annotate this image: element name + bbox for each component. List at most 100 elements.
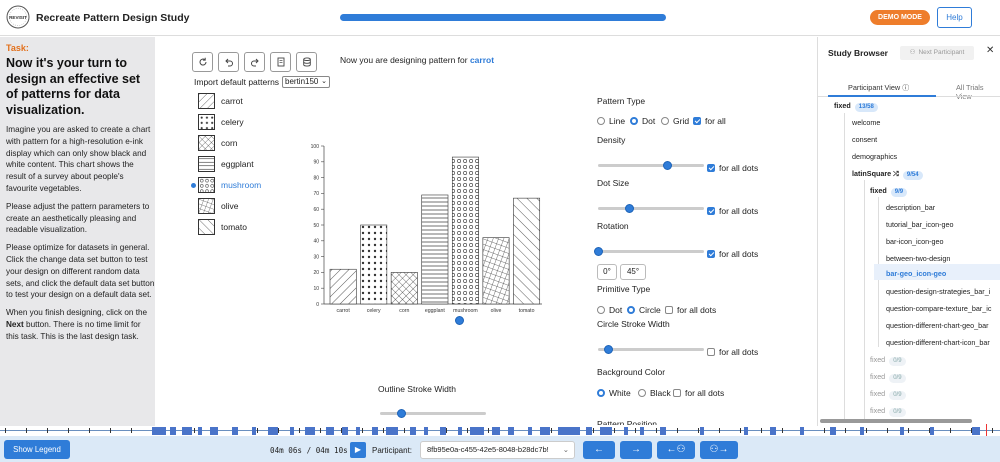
pattern-item-corn[interactable]: corn — [198, 135, 318, 153]
timeline-event[interactable] — [972, 427, 980, 435]
density-track[interactable] — [598, 164, 704, 167]
document-icon[interactable] — [270, 52, 291, 72]
timeline-event[interactable] — [770, 427, 776, 435]
previous-button[interactable]: ← — [583, 441, 615, 459]
tree-node[interactable]: latinSquare ⤮ 9/54 — [852, 169, 923, 180]
tree-node[interactable]: between-two-design — [886, 254, 951, 263]
tree-node[interactable]: fixed 9/9 — [870, 186, 908, 197]
pattern-item-olive[interactable]: olive — [198, 198, 318, 216]
background-for-all-dots[interactable]: for all dots — [673, 388, 724, 398]
timeline-event[interactable] — [170, 427, 176, 435]
timeline-event[interactable] — [586, 427, 592, 435]
outline-stroke-width-track[interactable] — [380, 412, 486, 415]
timeline-event[interactable] — [290, 427, 294, 435]
tab-all-trials-view[interactable]: All Trials View — [956, 83, 984, 101]
tree-node[interactable]: question-different-chart-geo_bar — [886, 321, 989, 330]
tree-node[interactable]: fixed 0/9 — [870, 372, 906, 383]
database-icon[interactable] — [296, 52, 317, 72]
rotation-track[interactable] — [598, 250, 704, 253]
angle-45-button[interactable]: 45° — [620, 264, 646, 280]
tree-node[interactable]: question-different-chart-icon_bar — [886, 338, 990, 347]
next-participant-footer-button[interactable]: ⚇→ — [700, 441, 738, 459]
pattern-type-grid[interactable]: Grid — [661, 116, 689, 126]
pattern-item-celery[interactable]: celery — [198, 114, 318, 132]
undo-icon[interactable] — [218, 52, 239, 72]
refresh-icon[interactable] — [192, 52, 213, 72]
next-participant-button[interactable]: ⚇ Next Participant — [900, 46, 974, 60]
timeline-event[interactable] — [305, 427, 315, 435]
density-handle[interactable] — [663, 161, 673, 170]
timeline-event[interactable] — [830, 427, 836, 435]
timeline-event[interactable] — [600, 427, 612, 435]
primitive-circle[interactable]: Circle — [627, 305, 661, 315]
timeline-event[interactable] — [152, 427, 166, 435]
timeline-event[interactable] — [268, 427, 278, 435]
pattern-item-carrot[interactable]: carrot — [198, 93, 318, 111]
timeline-event[interactable] — [424, 427, 428, 435]
tree-node[interactable]: description_bar — [886, 203, 936, 212]
pattern-item-mushroom[interactable]: mushroom — [191, 177, 318, 195]
timeline[interactable] — [0, 426, 1000, 436]
timeline-event[interactable] — [372, 427, 378, 435]
timeline-event[interactable] — [900, 427, 904, 435]
tree-node[interactable]: fixed 0/9 — [870, 355, 906, 366]
tree-node[interactable]: tutorial_bar_icon-geo — [886, 220, 954, 229]
show-legend-button[interactable]: Show Legend — [4, 440, 70, 459]
pattern-item-tomato[interactable]: tomato — [198, 219, 318, 237]
timeline-event[interactable] — [210, 427, 218, 435]
density-for-all-dots[interactable]: for all dots — [707, 163, 758, 173]
horizontal-scrollbar[interactable] — [820, 419, 972, 423]
primitive-dot[interactable]: Dot — [597, 305, 622, 315]
pattern-type-line[interactable]: Line — [597, 116, 625, 126]
angle-0-button[interactable]: 0° — [597, 264, 617, 280]
timeline-event[interactable] — [440, 427, 446, 435]
dot-size-for-all-dots[interactable]: for all dots — [707, 206, 758, 216]
tree-node[interactable]: question-compare-texture_bar_ic — [886, 304, 992, 313]
timeline-event[interactable] — [700, 427, 704, 435]
tree-node[interactable]: fixed 13/58 — [834, 101, 878, 112]
timeline-event[interactable] — [540, 427, 550, 435]
timeline-event[interactable] — [252, 427, 256, 435]
tab-participant-view[interactable]: Participant View ⓘ — [848, 83, 909, 93]
rotation-for-all-dots[interactable]: for all dots — [707, 249, 758, 259]
import-patterns-select[interactable]: bertin150 ⌄ — [282, 76, 330, 88]
primitive-for-all-dots[interactable]: for all dots — [665, 305, 716, 315]
help-button[interactable]: Help — [937, 7, 972, 28]
circle-stroke-width-handle[interactable] — [604, 345, 614, 354]
tree-node[interactable]: consent — [852, 135, 878, 144]
pattern-type-dot[interactable]: Dot — [630, 116, 655, 126]
timeline-event[interactable] — [356, 427, 360, 435]
play-icon[interactable]: ▶ — [350, 442, 366, 458]
background-white[interactable]: White — [597, 388, 631, 398]
timeline-event[interactable] — [744, 427, 748, 435]
timeline-event[interactable] — [470, 427, 484, 435]
timeline-event[interactable] — [800, 427, 804, 435]
dot-size-handle[interactable] — [625, 204, 635, 213]
outline-stroke-width-handle[interactable] — [396, 409, 406, 418]
tree-node[interactable]: bar-icon_icon-geo — [886, 237, 944, 246]
timeline-event[interactable] — [624, 427, 628, 435]
participant-select[interactable]: 8fb95e0a-c455-42e5-8048-b28dc7b! ⌄ — [420, 441, 575, 459]
pattern-type-for-all[interactable]: for all — [693, 116, 726, 126]
timeline-event[interactable] — [528, 427, 532, 435]
tree-node[interactable]: demographics — [852, 152, 898, 161]
timeline-cursor[interactable] — [986, 424, 987, 438]
timeline-event[interactable] — [492, 427, 500, 435]
tree-node[interactable]: welcome — [852, 118, 881, 127]
chart-slider-handle[interactable] — [455, 316, 464, 325]
dot-size-track[interactable] — [598, 207, 704, 210]
close-icon[interactable]: ✕ — [986, 45, 995, 56]
timeline-event[interactable] — [558, 427, 580, 435]
timeline-event[interactable] — [326, 427, 334, 435]
timeline-event[interactable] — [198, 427, 202, 435]
circle-stroke-for-all-dots[interactable]: for all dots — [707, 347, 758, 357]
timeline-event[interactable] — [386, 427, 398, 435]
timeline-event[interactable] — [930, 427, 934, 435]
previous-participant-button[interactable]: ←⚇ — [657, 441, 695, 459]
timeline-event[interactable] — [182, 427, 192, 435]
timeline-event[interactable] — [458, 427, 462, 435]
timeline-event[interactable] — [410, 427, 416, 435]
timeline-event[interactable] — [660, 427, 666, 435]
timeline-event[interactable] — [860, 427, 864, 435]
tree-node[interactable]: question-design-strategies_bar_i — [886, 287, 991, 296]
